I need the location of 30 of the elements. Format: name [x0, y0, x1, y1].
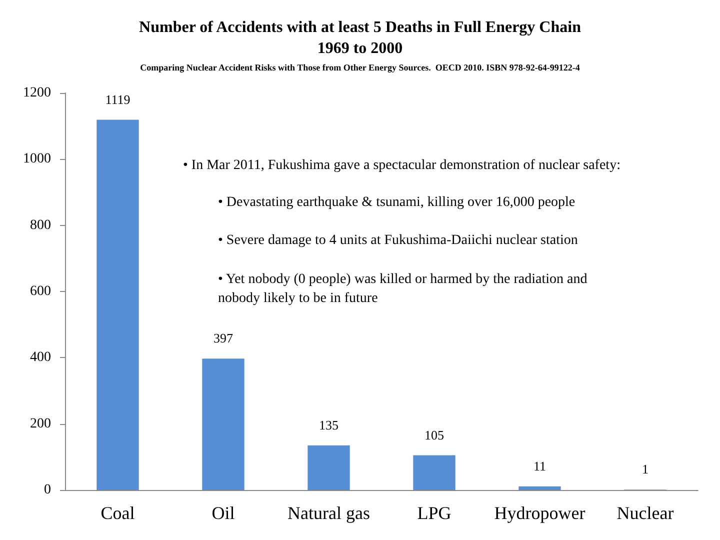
data-label: 105 — [424, 427, 444, 442]
chart-subtitle: Comparing Nuclear Accident Risks with Those from Other Energy Sources. OECD 2010. ISBN 978-92-64-99122-4 — [140, 62, 580, 72]
bar — [308, 445, 350, 490]
y-tick-label: 1000 — [23, 152, 51, 167]
chart-title: Number of Accidents with at least 5 Deaths in Full Energy Chain 1969 to 2000 — [139, 19, 582, 57]
data-label: 397 — [214, 330, 234, 346]
x-tick-label: Nuclear — [616, 503, 674, 523]
data-label: 1 — [642, 462, 648, 477]
bar — [202, 358, 244, 490]
x-tick-label: LPG — [417, 503, 452, 523]
data-label: 1119 — [105, 92, 130, 107]
annotation: • Yet nobody (0 people) was killed or harmed by the radiation and nobody likely to be in future — [218, 272, 588, 306]
annotation: • Severe damage to 4 units at Fukushima-Daiichi nuclear station — [218, 233, 578, 248]
y-tick-label: 600 — [30, 284, 51, 299]
x-tick-label: Natural gas — [288, 503, 370, 523]
x-tick-label: Oil — [212, 503, 235, 523]
y-tick-label: 0 — [44, 482, 51, 498]
annotation: • Devastating earthquake & tsunami, killing over 16,000 people — [218, 195, 576, 210]
bar — [518, 486, 561, 490]
annotation: • In Mar 2011, Fukushima gave a spectacular demonstration of nuclear safety: — [183, 158, 620, 173]
bar — [96, 120, 139, 490]
y-tick-label: 200 — [30, 416, 51, 432]
y-tick-label: 400 — [30, 350, 51, 366]
y-tick-label: 800 — [30, 218, 51, 233]
x-tick-label: Hydropower — [494, 503, 586, 523]
data-label: 11 — [533, 458, 546, 474]
data-label: 135 — [319, 417, 338, 432]
y-tick-label: 1200 — [23, 86, 51, 100]
bar — [413, 455, 456, 490]
x-tick-label: Coal — [100, 503, 135, 523]
